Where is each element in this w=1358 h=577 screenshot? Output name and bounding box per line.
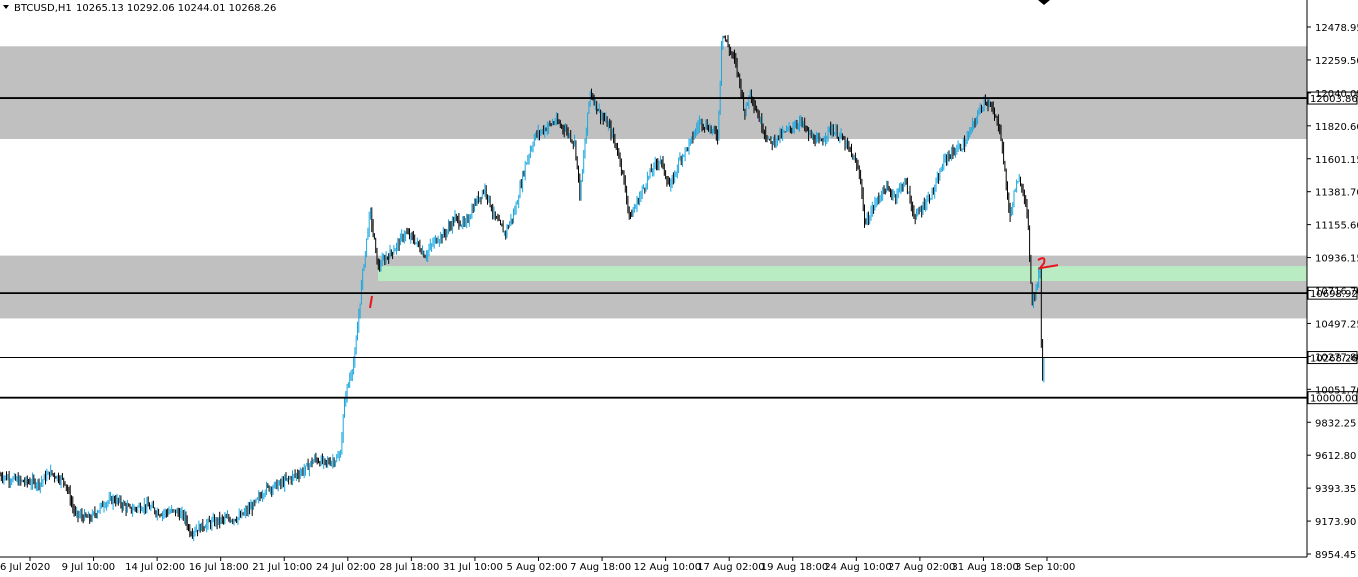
x-tick-label: 6 Jul 2020 xyxy=(0,562,50,573)
resistance-zone-1 xyxy=(0,255,1307,319)
x-tick-label: 19 Aug 18:00 xyxy=(761,562,828,573)
y-tick-label: 11381.70 xyxy=(1315,188,1358,199)
y-tick-label: 12259.50 xyxy=(1315,56,1358,67)
level-price-box-3 xyxy=(1307,391,1358,405)
zones-layer xyxy=(0,46,1307,319)
x-tick-label: 3 Sep 10:00 xyxy=(1015,562,1075,573)
x-tick-label: 24 Jul 02:00 xyxy=(316,562,376,573)
y-tick-label: 11601.15 xyxy=(1315,155,1358,166)
x-tick-label: 28 Jul 18:00 xyxy=(379,562,439,573)
triangle-down-icon[interactable] xyxy=(3,5,9,9)
x-tick-label: 7 Aug 18:00 xyxy=(570,562,631,573)
time-axis: 6 Jul 2020 9 Jul 10:00 14 Jul 02:00 16 Jul … xyxy=(0,556,1307,573)
y-tick-label: 10051.70 xyxy=(1315,385,1358,396)
shift-marker-icon[interactable] xyxy=(1038,0,1050,5)
resistance-zone-0 xyxy=(0,46,1307,139)
x-tick-label: 9 Jul 10:00 xyxy=(62,562,116,573)
y-tick-label: 8954.45 xyxy=(1315,550,1356,561)
x-tick-label: 17 Aug 02:00 xyxy=(697,562,764,573)
y-tick-label: 9173.90 xyxy=(1315,517,1356,528)
x-tick-label: 27 Aug 02:00 xyxy=(888,562,955,573)
annotations-layer: 12 xyxy=(369,257,1059,309)
level-price-label-2: 10268.26 xyxy=(1310,354,1358,365)
price-series xyxy=(0,35,1045,542)
y-tick-label: 11820.60 xyxy=(1315,122,1358,133)
x-tick-label: 5 Aug 02:00 xyxy=(507,562,568,573)
price-axis: 12478.95 12259.50 12040.05 11820.60 11601.15… xyxy=(1306,0,1358,561)
x-tick-label: 14 Jul 02:00 xyxy=(125,562,185,573)
chart-header: BTCUSD,H1 10265.13 10292.06 10244.01 102… xyxy=(3,3,276,14)
x-tick-label: 16 Jul 18:00 xyxy=(189,562,249,573)
ohlc-label: 10265.13 10292.06 10244.01 10268.26 xyxy=(76,3,276,14)
level-price-box-2 xyxy=(1307,351,1358,365)
x-tick-label: 31 Jul 10:00 xyxy=(443,562,503,573)
y-tick-label: 9832.25 xyxy=(1315,418,1356,429)
y-tick-label: 10716.70 xyxy=(1315,287,1358,298)
level-price-box-1 xyxy=(1307,286,1358,300)
level-price-label-1: 10698.92 xyxy=(1310,289,1358,300)
x-tick-label: 21 Jul 10:00 xyxy=(252,562,312,573)
annotation-1-mark xyxy=(369,295,373,309)
level-price-label-0: 12003.86 xyxy=(1310,94,1358,105)
y-tick-label: 11155.60 xyxy=(1315,221,1358,232)
y-tick-label: 12478.95 xyxy=(1315,23,1358,34)
x-tick-label: 31 Aug 18:00 xyxy=(951,562,1018,573)
y-tick-label: 9393.35 xyxy=(1315,484,1356,495)
y-tick-label: 10936.15 xyxy=(1315,254,1358,265)
x-tick-label: 24 Aug 10:00 xyxy=(824,562,891,573)
horizontal-levels[interactable]: 12003.86 10698.92 10268.26 10000.00 xyxy=(0,91,1358,405)
level-price-label-3: 10000.00 xyxy=(1310,394,1358,405)
x-tick-label: 12 Aug 10:00 xyxy=(634,562,701,573)
y-tick-label: 12040.05 xyxy=(1315,89,1358,100)
symbol-label: BTCUSD,H1 xyxy=(14,3,72,14)
y-tick-label: 10277.80 xyxy=(1315,352,1358,363)
y-tick-label: 10497.25 xyxy=(1315,319,1358,330)
level-price-box-0 xyxy=(1307,91,1358,105)
green-zone xyxy=(378,266,1307,282)
y-tick-label: 9612.80 xyxy=(1315,451,1356,462)
annotation-2-mark xyxy=(1037,257,1059,270)
